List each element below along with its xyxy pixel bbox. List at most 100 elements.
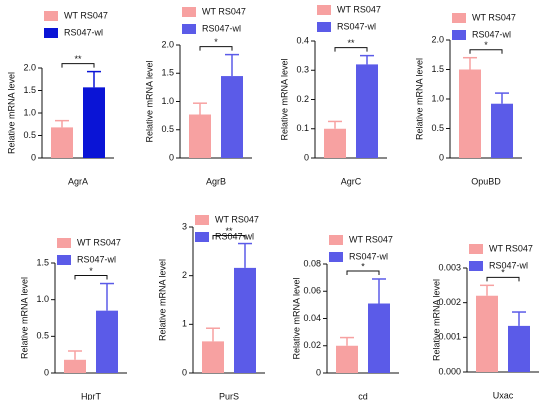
y-tick-label: 0.06 [303,286,321,296]
y-tick-label: 0 [44,367,49,377]
legend-swatch [469,244,483,254]
y-tick-label: 0.5 [161,124,174,134]
y-tick-label: 0.02 [303,340,321,350]
legend-label: WT RS047 [472,12,516,22]
bar [459,69,481,158]
significance-bracket [334,47,368,52]
y-tick-label: 0.3 [296,65,309,75]
significance-label: * [501,268,505,278]
significance-label: * [214,37,218,47]
legend-label: RS047-wl [64,27,103,37]
y-tick-label: 0.08 [303,258,321,268]
legend-label: WT RS047 [349,234,393,244]
significance-bracket [61,63,95,68]
legend-label: RS047-wl [202,23,241,33]
bar [234,267,256,373]
y-tick-label: 0.4 [296,35,309,45]
bar [491,103,513,158]
x-axis-label: AgrC [341,176,362,186]
legend-swatch [57,255,71,265]
y-axis-label: Relative mRNA level [279,58,289,140]
legend-swatch [452,13,466,23]
bar [64,359,86,373]
bar [336,345,358,373]
significance-label: ** [347,38,355,48]
x-axis-label: AgrA [68,176,88,186]
y-tick-label: 0.001 [438,332,461,342]
bar [324,128,346,158]
legend-swatch [329,252,343,262]
significance-label: ** [225,226,233,236]
bar [189,114,211,158]
y-tick-label: 2.0 [161,39,174,49]
panel: 0 0.5 1.0 1.5 2.0 Relative mRNA level AgrB WT R… [144,6,252,186]
y-tick-label: 0.002 [438,297,461,307]
legend-label: RS047-wl [337,21,376,31]
panel: 0 0.5 1.0 1.5 2.0 Relative mRNA level AgrA WT R… [6,10,114,186]
panel: 0 0.5 1.0 1.5 2.0 Relative mRNA level OpuBD WT … [414,12,522,186]
y-tick-label: 0.003 [438,262,461,272]
y-tick-label: 0.000 [438,366,461,376]
y-tick-label: 0 [169,152,174,162]
bar [356,64,378,158]
significance-bracket [199,46,233,51]
legend-swatch [452,30,466,40]
y-axis-label: Relative mRNA level [157,259,167,341]
y-tick-label: 0 [439,152,444,162]
legend-label: WT RS047 [64,10,108,20]
significance-bracket [346,270,380,275]
panel: 0 0.1 0.2 0.3 0.4 Relative mRNA level AgrC WT R… [279,4,387,186]
y-tick-label: 0 [304,152,309,162]
legend-label: WT RS047 [202,6,246,16]
bar [96,310,118,373]
bar [83,87,105,158]
y-tick-label: 0 [182,367,187,377]
y-tick-label: 0.5 [23,130,36,140]
y-tick-label: 2.0 [431,34,444,44]
y-tick-label: 0 [316,367,321,377]
y-tick-label: 1.0 [36,294,49,304]
significance-label: * [89,266,93,276]
legend-label: RS047-wl [349,251,388,261]
legend-swatch [182,24,196,34]
y-tick-label: 0.1 [296,123,309,133]
bar [221,76,243,158]
legend-label: RS047-wl [472,29,511,39]
legend-swatch [44,28,58,38]
panel: 0 1 2 3 Relative mRNA level PurS WT RS047 RS047… [157,214,265,400]
legend-label: RS047-wl [489,260,528,270]
legend-label: RS047-wl [77,254,116,264]
legend-swatch [469,261,483,271]
significance-bracket [469,49,503,54]
y-tick-label: 3 [182,221,187,231]
legend-label: WT RS047 [77,237,121,247]
y-tick-label: 1.5 [23,85,36,95]
y-tick-label: 2 [182,270,187,280]
significance-label: * [361,261,365,271]
bar [476,295,498,372]
legend-swatch [182,7,196,17]
y-tick-label: 0.2 [296,94,309,104]
y-tick-label: 2.0 [23,62,36,72]
y-tick-label: 1.5 [36,257,49,267]
x-axis-label: AgrB [206,176,226,186]
legend-swatch [195,215,209,225]
legend-swatch [195,232,209,242]
y-tick-label: 0.5 [431,123,444,133]
legend-label: WT RS047 [337,4,381,14]
bar [368,303,390,373]
y-axis-label: Relative mRNA level [144,60,154,142]
significance-label: * [484,40,488,50]
significance-bracket [74,275,108,280]
bar [202,341,224,373]
significance-bracket [486,276,520,282]
legend-label: RS047-wl [215,231,254,241]
x-axis-label: cd [358,391,368,400]
y-tick-label: 1.5 [431,64,444,74]
y-axis-label: Relative mRNA level [431,279,441,361]
y-axis-label: Relative mRNA level [6,72,16,154]
legend-swatch [329,235,343,245]
x-axis-label: OpuBD [471,176,501,186]
